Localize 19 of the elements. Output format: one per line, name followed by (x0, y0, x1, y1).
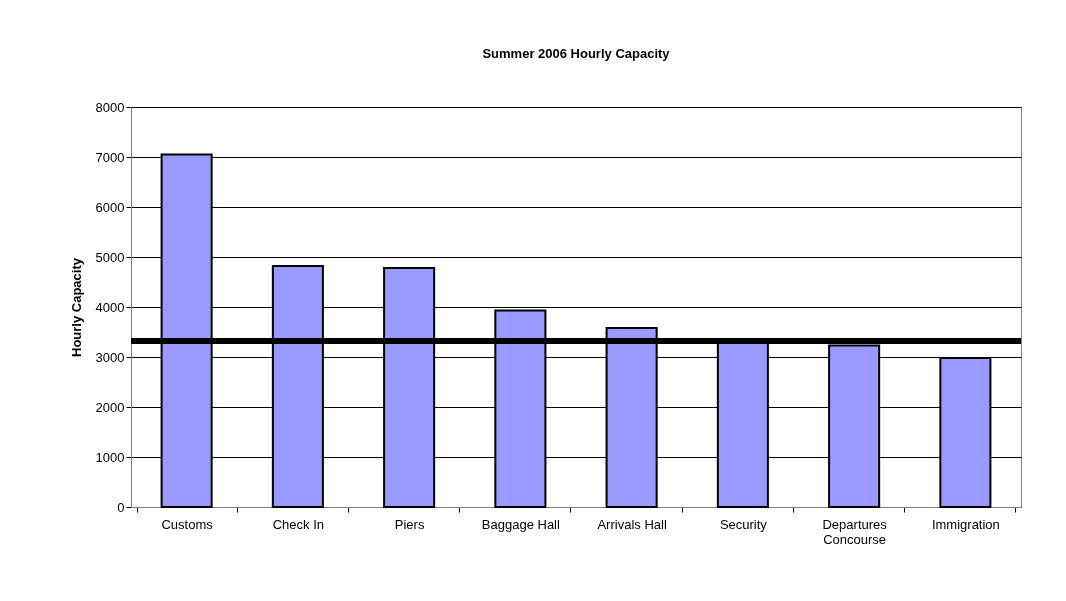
x-tick-label: Arrivals Hall (597, 516, 667, 532)
x-tick-label: Check In (272, 516, 325, 532)
y-axis-title: Hourly Capacity (68, 257, 84, 357)
x-tick-label: Immigration (931, 516, 1000, 532)
y-tick-label: 7000 (95, 149, 125, 165)
x-tick-label: Baggage Hall (481, 516, 561, 532)
y-tick-label: 1000 (95, 449, 125, 465)
y-tick-label: 5000 (95, 249, 125, 265)
x-tick-label: Security (719, 516, 768, 532)
y-tick-label: 2000 (95, 399, 125, 415)
y-tick-label: 8000 (95, 99, 125, 115)
x-tick-label: Departures Concourse (822, 516, 888, 547)
y-tick-label: 0 (117, 499, 125, 515)
x-tick-label: Customs (161, 516, 214, 532)
y-tick-label: 4000 (95, 299, 125, 315)
chart-title: Summer 2006 Hourly Capacity (482, 46, 671, 61)
y-tick-label: 3000 (95, 349, 125, 365)
x-tick-label: Piers (394, 516, 425, 532)
y-tick-label: 6000 (95, 199, 125, 215)
